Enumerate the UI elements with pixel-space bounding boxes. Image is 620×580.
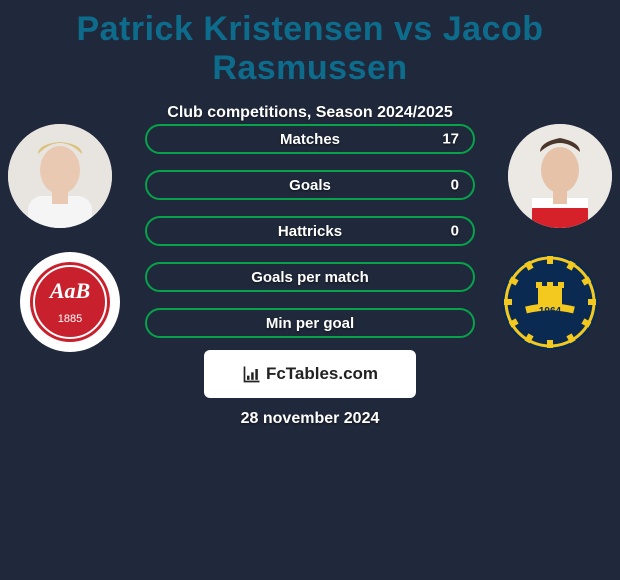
page-subtitle: Club competitions, Season 2024/2025 [0,104,620,122]
stat-label: Hattricks [278,223,342,240]
player-right-avatar [508,124,612,228]
date-text: 28 november 2024 [241,410,380,428]
page-title: Patrick Kristensen vs Jacob Rasmussen [0,0,620,88]
stat-value: 0 [451,223,459,240]
stat-row-goals-per-match: Goals per match [145,262,475,292]
stat-label: Min per goal [266,315,354,332]
chart-icon [242,364,262,384]
player-left-avatar [8,124,112,228]
stat-row-hattricks: Hattricks 0 [145,216,475,246]
stat-row-matches: Matches 17 [145,124,475,154]
club-right-year: 1964 [539,306,562,317]
brand-logo-box: FcTables.com [204,350,416,398]
stat-value: 0 [451,177,459,194]
stat-label: Goals per match [251,269,369,286]
club-left-badge: AaB 1885 [20,252,120,352]
stat-row-goals: Goals 0 [145,170,475,200]
brand-text: FcTables.com [266,364,378,384]
stat-value: 17 [442,131,459,148]
stat-row-min-per-goal: Min per goal [145,308,475,338]
club-right-badge: 1964 [500,252,600,352]
club-left-year: 1885 [58,313,82,325]
stat-label: Goals [289,177,331,194]
stat-label: Matches [280,131,340,148]
svg-text:AaB: AaB [48,278,90,303]
stats-panel: Matches 17 Goals 0 Hattricks 0 Goals per… [145,124,475,338]
